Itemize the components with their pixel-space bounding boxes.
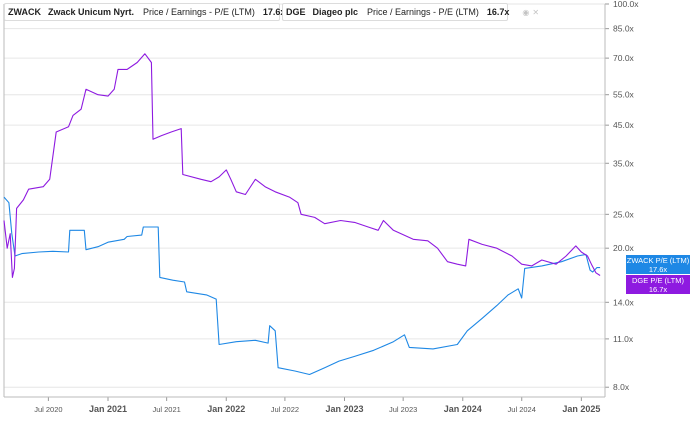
- legend-metric: Price / Earnings - P/E (LTM): [367, 7, 479, 17]
- y-tick-label: 100.0x: [613, 0, 639, 9]
- y-tick-label: 55.0x: [613, 90, 635, 100]
- series-line-zwack: [3, 196, 601, 376]
- x-tick-label: Jan 2022: [207, 404, 245, 414]
- y-tick-label: 20.0x: [613, 243, 635, 253]
- grid-lines: [4, 3, 605, 388]
- y-tick-label: 70.0x: [613, 53, 635, 63]
- series-lines: [3, 53, 601, 376]
- end-value-tag-zwack: ZWACK P/E (LTM) 17.6x: [626, 255, 690, 274]
- tag-value: 17.6x: [648, 265, 668, 274]
- legend-item-dge[interactable]: DGE Diageo plc Price / Earnings - P/E (L…: [282, 3, 539, 21]
- close-icon[interactable]: ✕: [532, 7, 540, 17]
- y-tick-label: 14.0x: [613, 297, 635, 307]
- y-tick-label: 8.0x: [613, 382, 630, 392]
- tag-label: ZWACK P/E (LTM): [626, 256, 690, 265]
- y-tick-label: 35.0x: [613, 158, 635, 168]
- x-tick-label: Jul 2020: [34, 405, 62, 414]
- x-tick-label: Jul 2023: [389, 405, 417, 414]
- x-tick-label: Jul 2022: [271, 405, 299, 414]
- legend-value: 16.7x: [486, 7, 510, 17]
- x-tick-label: Jan 2025: [562, 404, 600, 414]
- end-value-tag-dge: DGE P/E (LTM) 16.7x: [626, 275, 690, 294]
- eye-icon[interactable]: ◉: [522, 7, 530, 17]
- y-tick-label: 45.0x: [613, 120, 635, 130]
- y-tick-label: 25.0x: [613, 209, 635, 219]
- x-tick-label: Jul 2024: [508, 405, 536, 414]
- legend-item-zwack[interactable]: ZWACK Zwack Unicum Nyrt. Price / Earning…: [4, 3, 315, 21]
- legend-value: 17.6x: [262, 7, 286, 17]
- legend-ticker: DGE: [286, 7, 306, 17]
- legend-ticker: ZWACK: [8, 7, 41, 17]
- legend-company-name: Zwack Unicum Nyrt.: [48, 7, 135, 17]
- tag-label: DGE P/E (LTM): [632, 276, 684, 285]
- x-tick-label: Jan 2023: [325, 404, 363, 414]
- x-tick-label: Jan 2024: [444, 404, 482, 414]
- axes: 100.0x 85.0x 70.0x 55.0x 45.0x 35.0x 25.0x 20.0…: [3, 0, 639, 414]
- x-tick-label: Jul 2021: [152, 405, 180, 414]
- legend-metric: Price / Earnings - P/E (LTM): [143, 7, 255, 17]
- x-tick-label: Jan 2021: [89, 404, 127, 414]
- tag-value: 16.7x: [648, 285, 668, 294]
- series-line-dge: [3, 53, 601, 278]
- y-tick-label: 11.0x: [613, 334, 634, 344]
- legend-company-name: Diageo plc: [312, 7, 359, 17]
- y-tick-label: 85.0x: [613, 24, 635, 34]
